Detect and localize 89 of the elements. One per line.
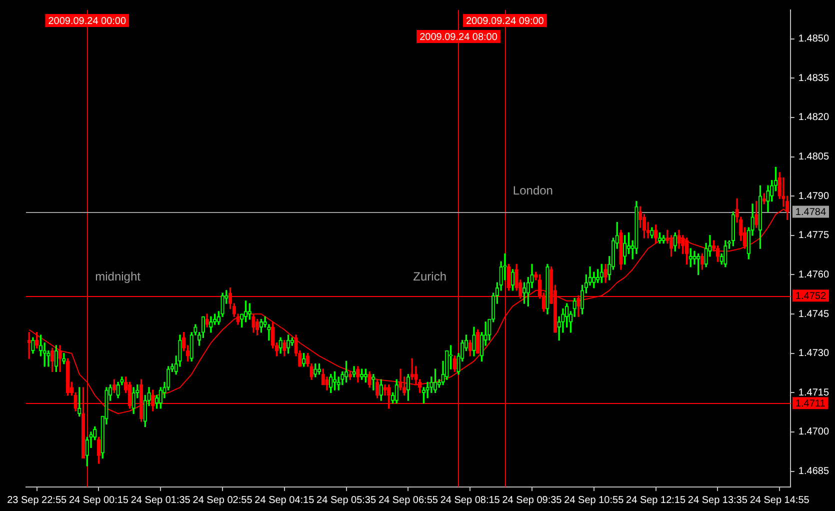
candlestick (626, 232, 631, 254)
ref-line-label: 2009.09.24 09:00 (466, 16, 544, 27)
y-tick-label: 1.4730 (798, 348, 830, 360)
candlestick (406, 374, 410, 401)
candlestick (244, 300, 248, 322)
x-tick-label: 24 Sep 09:35 (502, 494, 562, 506)
y-tick-label: 1.4850 (798, 34, 830, 45)
y-tick-label: 1.4745 (798, 308, 830, 320)
candlestick (325, 376, 329, 390)
annotation: midnight (95, 269, 142, 284)
candlestick (314, 363, 318, 378)
x-tick-label: 24 Sep 05:35 (316, 494, 376, 506)
candlestick (476, 329, 480, 354)
candlestick (468, 340, 472, 356)
x-tick-label: 24 Sep 12:15 (626, 494, 686, 506)
candlestick (452, 356, 456, 372)
ref-line-label: 1.4784 (795, 207, 826, 218)
candlestick (132, 387, 136, 414)
ref-line-label: 1.4752 (795, 290, 826, 302)
candlestick (410, 358, 414, 380)
ref-line-label: 2009.09.24 00:00 (48, 16, 126, 27)
candlestick (758, 185, 762, 249)
candlestick (696, 253, 700, 276)
x-tick-label: 24 Sep 08:15 (440, 494, 500, 506)
candlestick (31, 337, 35, 354)
y-tick-label: 1.4790 (798, 190, 830, 202)
candlestick (286, 334, 290, 354)
candlestick (592, 272, 596, 288)
candlestick (112, 379, 116, 393)
candlestick (96, 436, 101, 464)
candlestick (252, 314, 256, 333)
candlestick (724, 240, 728, 268)
x-tick-label: 24 Sep 00:15 (68, 494, 129, 506)
candlestick (35, 332, 39, 348)
candlestick (62, 353, 66, 364)
x-tick-label: 24 Sep 02:55 (192, 494, 253, 506)
y-tick-label: 1.4775 (798, 230, 830, 242)
candlestick (731, 211, 735, 246)
candlestick (78, 387, 82, 417)
candlestick (546, 264, 550, 314)
y-tick-label: 1.4715 (798, 387, 830, 398)
y-tick-label: 1.4685 (798, 466, 830, 478)
candlestick (433, 368, 438, 393)
candlestick (332, 371, 337, 390)
annotation: Zurich (413, 269, 446, 284)
candlestick (522, 282, 526, 304)
candlestick (650, 227, 654, 238)
candlestick (209, 316, 213, 333)
candlestick (356, 366, 360, 382)
candlestick (472, 326, 476, 356)
y-tick-label: 1.4835 (798, 72, 830, 84)
candlestick (278, 337, 282, 354)
candlestick (54, 345, 58, 372)
candlestick (205, 314, 209, 328)
candlestick (282, 340, 286, 356)
candlestick (344, 360, 348, 382)
x-tick-label: 24 Sep 14:55 (750, 494, 810, 506)
candlestick (619, 230, 623, 270)
ref-line-label: 1.4711 (795, 398, 826, 410)
x-tick-label: 24 Sep 10:55 (564, 494, 624, 506)
candlestick (688, 248, 692, 268)
x-tick-label: 23 Sep 22:55 (7, 494, 68, 506)
candlestick (364, 368, 368, 382)
candlestick (700, 253, 704, 270)
candlestick (248, 303, 252, 320)
x-tick-label: 24 Sep 01:35 (130, 494, 191, 506)
y-tick-label: 1.4700 (798, 426, 830, 438)
candlestick (654, 224, 658, 244)
candlestick (317, 363, 322, 375)
candlestick (658, 232, 662, 244)
candlestick (259, 318, 264, 333)
y-tick-label: 1.4820 (798, 112, 830, 124)
candlestick (383, 384, 387, 396)
x-tick-label: 24 Sep 04:15 (254, 494, 315, 506)
x-tick-label: 24 Sep 06:55 (378, 494, 438, 506)
candlestick (368, 371, 372, 388)
candlestick (662, 235, 666, 244)
candlestick (348, 371, 352, 380)
candlestick (372, 374, 376, 390)
candlestick (302, 353, 306, 367)
ref-line-label: 2009.09.24 08:00 (420, 32, 498, 43)
x-tick-label: 24 Sep 13:35 (688, 494, 748, 506)
candlestick (692, 250, 696, 265)
y-tick-label: 1.4760 (798, 269, 830, 280)
y-tick-label: 1.4805 (798, 152, 830, 163)
annotation: London (512, 184, 553, 198)
candlestick (66, 358, 70, 396)
candlestick (394, 379, 398, 404)
candlestick (360, 368, 364, 380)
